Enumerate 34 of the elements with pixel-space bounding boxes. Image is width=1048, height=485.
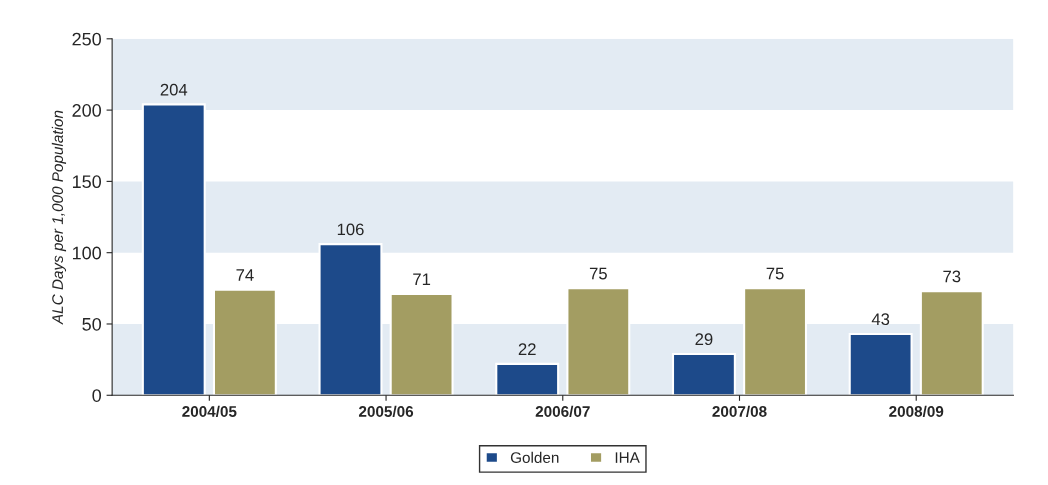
x-tick-label: 2005/06 (358, 405, 414, 418)
data-label: 22 (518, 343, 536, 355)
bar (141, 103, 206, 396)
bar (743, 287, 808, 396)
data-label: 75 (589, 267, 607, 280)
data-label: 29 (695, 333, 713, 346)
bar (671, 352, 736, 396)
bar (919, 290, 984, 396)
data-label: 75 (766, 267, 784, 280)
data-label: 43 (871, 313, 890, 326)
y-axis-title: ALC Days per 1,000 Population (51, 110, 67, 325)
bar (212, 288, 277, 396)
x-tick-label: 2006/07 (535, 405, 590, 418)
y-tick-label: 150 (72, 175, 102, 189)
legend-label: Golden (510, 451, 559, 464)
bar (389, 293, 454, 396)
y-tick-label: 200 (72, 104, 102, 117)
x-tick-label: 2004/05 (182, 405, 237, 418)
data-label: 204 (160, 83, 188, 96)
data-label: 71 (413, 273, 431, 286)
bar (318, 243, 383, 396)
y-tick-label: 0 (92, 389, 102, 402)
y-tick-label: 100 (72, 246, 102, 260)
data-label: 74 (236, 269, 254, 281)
data-label: 73 (943, 270, 961, 283)
data-label: 106 (337, 223, 364, 236)
legend-label: IHA (615, 452, 640, 463)
bar (566, 287, 631, 396)
x-tick-label: 2008/09 (889, 405, 944, 418)
x-tick-label: 2007/08 (712, 405, 767, 418)
y-tick-label: 50 (82, 317, 102, 331)
y-tick-label: 250 (72, 32, 102, 46)
bar (495, 362, 560, 396)
bar (848, 332, 913, 396)
